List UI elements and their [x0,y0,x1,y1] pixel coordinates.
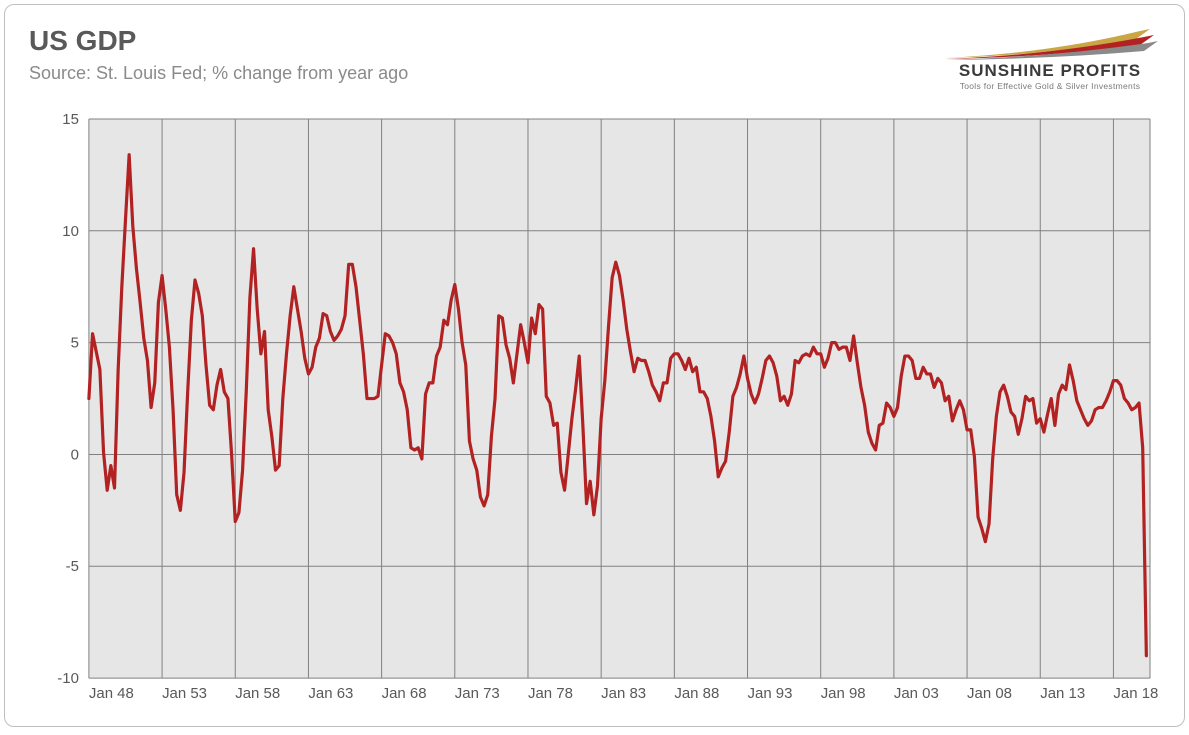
line-chart: -10 -5 0 5 10 15 Jan 48 Jan 53 Jan 58 Jan 63 Jan 6… [29,113,1160,708]
x-tick-label: Jan 73 [455,685,500,702]
x-tick-label: Jan 08 [967,685,1012,702]
x-tick-label: Jan 48 [89,685,134,702]
chart-card: US GDP Source: St. Louis Fed; % change f… [4,4,1185,727]
header-row: US GDP Source: St. Louis Fed; % change f… [29,25,1160,95]
y-tick-label: 10 [62,223,79,240]
chart-subtitle: Source: St. Louis Fed; % change from yea… [29,63,408,84]
x-tick-label: Jan 78 [528,685,573,702]
x-tick-label: Jan 58 [235,685,280,702]
y-tick-label: 0 [71,446,79,463]
x-tick-label: Jan 93 [748,685,793,702]
x-tick-label: Jan 53 [162,685,207,702]
logo-tagline: Tools for Effective Gold & Silver Invest… [940,81,1160,91]
chart-title: US GDP [29,25,408,57]
x-tick-label: Jan 98 [821,685,866,702]
y-tick-label: -5 [66,558,79,575]
x-tick-label: Jan 88 [674,685,719,702]
title-block: US GDP Source: St. Louis Fed; % change f… [29,25,408,84]
x-tick-label: Jan 63 [308,685,353,702]
x-tick-label: Jan 83 [601,685,646,702]
x-tick-label: Jan 03 [894,685,939,702]
logo-text: SUNSHINE PROFITS Tools for Effective Gol… [940,61,1160,91]
x-tick-label: Jan 13 [1040,685,1085,702]
logo-swoosh-icon [940,25,1160,63]
x-tick-label: Jan 18 [1113,685,1158,702]
y-tick-label: -10 [57,670,79,687]
y-tick-label: 5 [71,335,79,352]
x-tick-label: Jan 68 [382,685,427,702]
y-tick-label: 15 [62,113,79,128]
chart-area: -10 -5 0 5 10 15 Jan 48 Jan 53 Jan 58 Jan 63 Jan 6… [29,113,1160,708]
brand-logo: SUNSHINE PROFITS Tools for Effective Gol… [940,25,1160,95]
logo-brand-name: SUNSHINE PROFITS [940,61,1160,81]
